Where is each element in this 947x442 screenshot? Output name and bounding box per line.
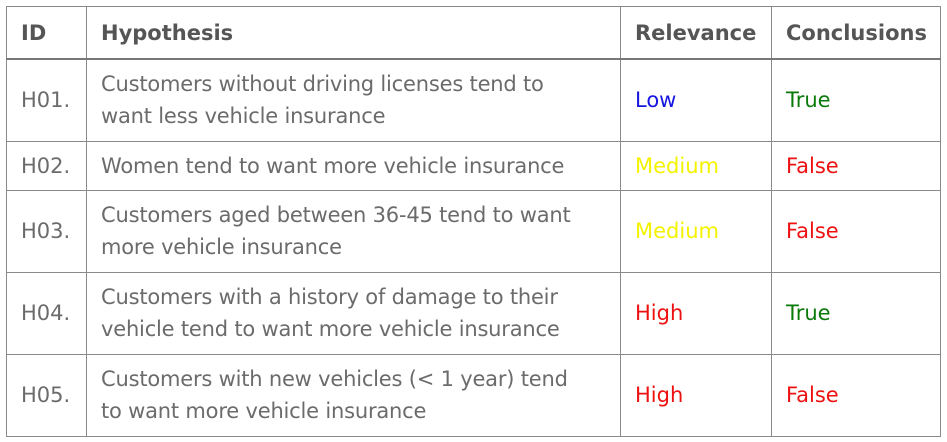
row-hypothesis: Customers with a history of damage to th… <box>86 271 621 355</box>
row-id: H03. <box>6 189 87 273</box>
row-id: H05. <box>6 353 87 437</box>
hypothesis-line: Customers with a history of damage to th… <box>101 285 558 309</box>
hypothesis-line: Customers aged between 36-45 tend to wan… <box>101 203 571 227</box>
hypothesis-line: Women tend to want more vehicle insuranc… <box>101 153 565 178</box>
row-conclusion: True <box>771 58 941 142</box>
row-id: H04. <box>6 271 87 355</box>
row-relevance: High <box>620 353 772 437</box>
hypothesis-line: want less vehicle insurance <box>101 104 386 129</box>
table-header-row: ID Hypothesis Relevance Conclusions <box>6 6 941 60</box>
table-row: H01. Customers without driving licenses … <box>6 58 941 142</box>
row-conclusion: False <box>771 140 941 191</box>
table-row: H04. Customers with a history of damage … <box>6 271 941 355</box>
hypothesis-line: to want more vehicle insurance <box>101 399 427 423</box>
hypothesis-table: ID Hypothesis Relevance Conclusions H01.… <box>6 6 941 437</box>
header-id: ID <box>6 6 87 60</box>
row-id: H02. <box>6 140 87 191</box>
row-relevance: Low <box>620 58 772 142</box>
row-hypothesis: Customers aged between 36-45 tend to wan… <box>86 189 621 273</box>
row-hypothesis: Customers without driving licenses tend … <box>86 58 621 142</box>
hypothesis-table-container: ID Hypothesis Relevance Conclusions H01.… <box>6 6 941 437</box>
row-id: H01. <box>6 58 87 142</box>
row-conclusion: False <box>771 353 941 437</box>
hypothesis-line: vehicle tend to want more vehicle insura… <box>101 317 560 341</box>
row-relevance: Medium <box>620 140 772 191</box>
table-row: H03. Customers aged between 36-45 tend t… <box>6 189 941 273</box>
header-hypothesis: Hypothesis <box>86 6 621 60</box>
row-hypothesis: Customers with new vehicles (< 1 year) t… <box>86 353 621 437</box>
row-conclusion: False <box>771 189 941 273</box>
table-row: H02. Women tend to want more vehicle ins… <box>6 140 941 191</box>
row-conclusion: True <box>771 271 941 355</box>
row-relevance: High <box>620 271 772 355</box>
header-conclusions: Conclusions <box>771 6 941 60</box>
row-relevance: Medium <box>620 189 772 273</box>
hypothesis-line: Customers without driving licenses tend … <box>101 72 544 97</box>
hypothesis-line: Customers with new vehicles (< 1 year) t… <box>101 367 568 391</box>
table-row: H05. Customers with new vehicles (< 1 ye… <box>6 353 941 437</box>
row-hypothesis: Women tend to want more vehicle insuranc… <box>86 140 621 191</box>
header-relevance: Relevance <box>620 6 772 60</box>
hypothesis-line: more vehicle insurance <box>101 235 342 259</box>
